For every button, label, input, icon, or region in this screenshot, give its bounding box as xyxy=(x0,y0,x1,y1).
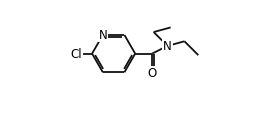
Text: Cl: Cl xyxy=(70,48,82,61)
Text: O: O xyxy=(148,67,157,80)
Text: N: N xyxy=(163,40,172,53)
Text: N: N xyxy=(98,29,107,42)
